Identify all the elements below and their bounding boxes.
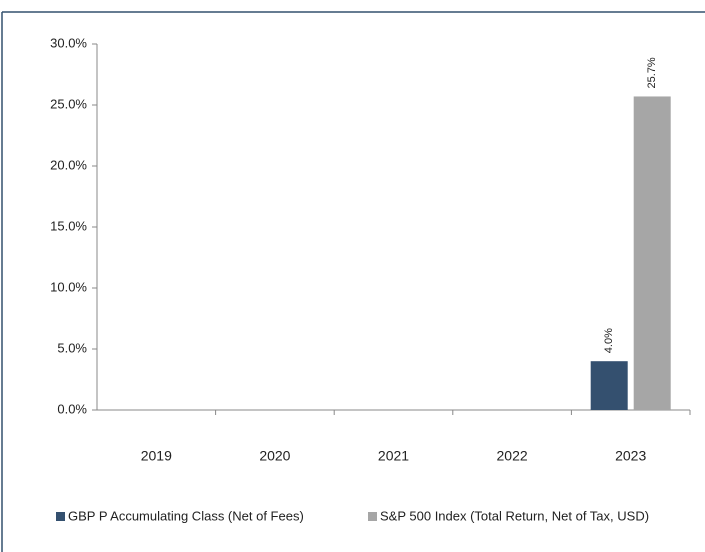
x-tick-label: 2019 <box>141 448 172 464</box>
legend-swatch <box>368 512 377 521</box>
value-label: 25.7% <box>646 57 658 88</box>
bar <box>633 96 671 411</box>
y-tick-label: 15.0% <box>50 218 87 233</box>
value-label: 4.0% <box>603 328 615 353</box>
y-tick-label: 25.0% <box>50 96 87 111</box>
x-tick-label: 2020 <box>259 448 290 464</box>
legend-swatch <box>56 512 65 521</box>
legend-label: S&P 500 Index (Total Return, Net of Tax,… <box>380 508 649 523</box>
y-tick-label: 5.0% <box>57 340 87 355</box>
y-tick-label: 10.0% <box>50 279 87 294</box>
y-tick-label: 30.0% <box>50 35 87 50</box>
x-tick-label: 2021 <box>378 448 409 464</box>
y-tick-label: 20.0% <box>50 157 87 172</box>
x-tick-label: 2023 <box>615 448 646 464</box>
bar <box>590 361 628 410</box>
y-tick-label: 0.0% <box>57 401 87 416</box>
legend-label: GBP P Accumulating Class (Net of Fees) <box>68 508 304 523</box>
x-tick-label: 2022 <box>497 448 528 464</box>
